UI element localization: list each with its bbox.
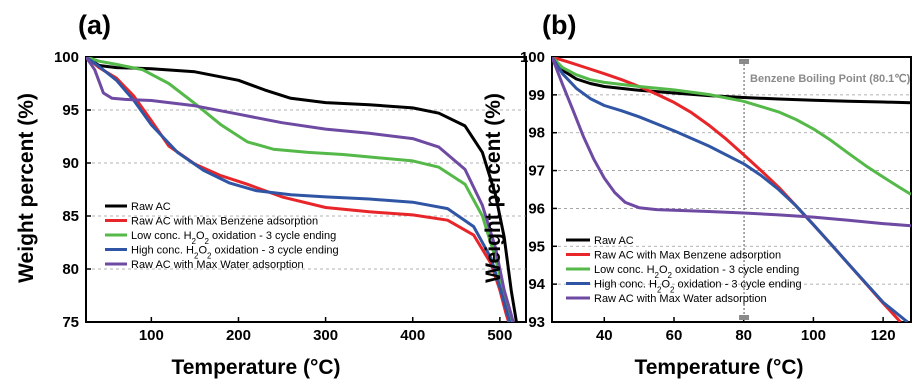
y-tick-label: 95 (62, 102, 79, 119)
x-tick-label: 500 (487, 327, 512, 344)
boiling-point-marker-top (739, 59, 750, 64)
y-tick-label: 98 (528, 125, 545, 142)
ticks-a: 75 80 85 90 95 100 100 200 300 400 500 (54, 49, 512, 344)
y-tick-label: 96 (528, 200, 545, 217)
y-tick-label: 75 (62, 314, 79, 331)
x-tick-label: 300 (313, 327, 338, 344)
y-tick-label: 99 (528, 87, 545, 104)
panel-a: (a) Weight percent (%) Temperature (°C) … (15, 10, 527, 379)
series-line-3 (86, 57, 514, 322)
x-axis-title-b: Temperature (°C) (634, 356, 803, 379)
legend-label: Raw AC with Max Water adsorption (594, 293, 767, 305)
grid-a (86, 109, 526, 270)
x-tick-label: 200 (226, 327, 251, 344)
legend-label: High conc. H2O2 oxidation - 3 cycle endi… (594, 279, 802, 295)
series-line-2 (86, 57, 511, 322)
plot-frame-a (85, 56, 527, 323)
y-tick-label: 97 (528, 163, 545, 180)
ticks-b: 93 94 95 96 97 98 99 100 40 60 80 100 120 (520, 49, 896, 344)
x-tick-label: 400 (400, 327, 425, 344)
legend-b: Raw AC Raw AC with Max Benzene adsorption… (566, 235, 802, 305)
series-line-1 (86, 57, 518, 322)
y-axis-title-a: Weight percent (%) (15, 93, 38, 283)
y-tick-label: 100 (520, 49, 545, 66)
y-tick-label: 80 (62, 261, 79, 278)
boiling-point-label: Benzene Boiling Point (80.1℃) (750, 73, 911, 85)
y-tick-label: 100 (54, 49, 79, 66)
legend-label: Raw AC (594, 235, 634, 247)
panel-label-b: (b) (542, 10, 576, 40)
legend-label: Raw AC with Max Benzene adsorption (594, 250, 781, 262)
series-line-4 (86, 57, 512, 322)
x-tick-label: 60 (666, 327, 683, 344)
panel-label-a: (a) (78, 10, 111, 40)
x-tick-label: 100 (801, 327, 826, 344)
y-tick-label: 95 (528, 238, 545, 255)
legend-label: Raw AC with Max Benzene adsorption (131, 216, 318, 228)
series-b (552, 57, 911, 322)
legend-label: Low conc. H2O2 oxidation - 3 cycle endin… (131, 230, 336, 246)
series-line-3 (552, 57, 911, 196)
x-tick-label: 40 (596, 327, 613, 344)
panel-b: (b) Weight percent (%) Temperature (°C) … (482, 10, 912, 379)
series-line-4 (552, 57, 909, 322)
y-axis-title-b: Weight percent (%) (482, 93, 505, 283)
y-tick-label: 90 (62, 155, 79, 172)
boiling-point-annotation: Benzene Boiling Point (80.1℃) (739, 59, 911, 320)
plot-frame-b (551, 56, 912, 323)
series-line-5 (86, 57, 515, 322)
boiling-point-marker-bottom (739, 315, 750, 320)
legend-label: High conc. H2O2 oxidation - 3 cycle endi… (131, 245, 339, 261)
x-axis-title-a: Temperature (°C) (171, 356, 340, 379)
legend-a: Raw AC Raw AC with Max Benzene adsorption… (105, 201, 339, 271)
y-tick-label: 85 (62, 208, 79, 225)
series-line-5 (552, 57, 911, 228)
y-tick-label: 93 (528, 314, 545, 331)
x-tick-label: 80 (735, 327, 752, 344)
legend-label: Raw AC (131, 201, 171, 213)
x-tick-label: 100 (139, 327, 164, 344)
legend-label: Raw AC with Max Water adsorption (131, 259, 304, 271)
x-tick-label: 120 (871, 327, 896, 344)
y-tick-label: 94 (528, 276, 545, 293)
series-a (86, 57, 518, 322)
legend-label: Low conc. H2O2 oxidation - 3 cycle endin… (594, 264, 799, 280)
series-line-1 (552, 57, 911, 105)
